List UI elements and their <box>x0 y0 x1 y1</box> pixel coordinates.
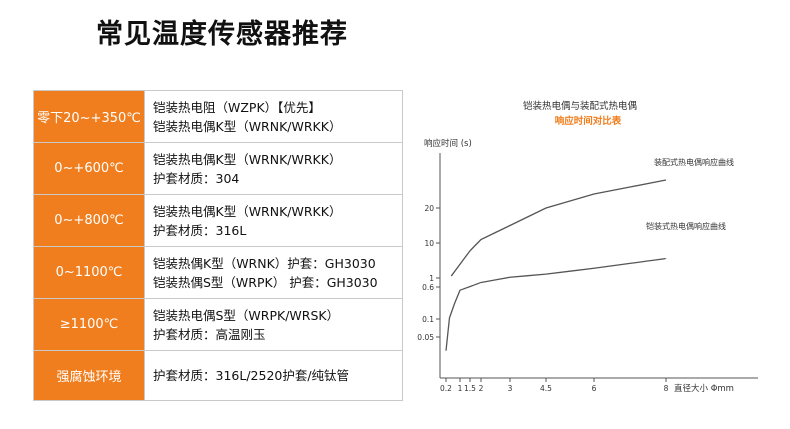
temperature-range-cell: 零下20~+350℃ <box>33 90 145 143</box>
sensor-description-line: 铠装热电偶S型（WRPK/WRSK） <box>153 307 340 323</box>
temperature-range-cell: 0~+600℃ <box>33 142 145 195</box>
chart-title: 铠装热电偶与装配式热电偶 <box>523 100 637 112</box>
table-row: 零下20~+350℃ 铠装热电阻（WZPK）【优先】 铠装热电偶K型（WRNK/WR… <box>33 90 403 143</box>
y-tick-label: 0.1 <box>422 315 434 324</box>
x-tick-label: 6 <box>592 384 597 393</box>
table-row: 0~1100℃ 铠装热偶K型（WRNK）护套：GH3030 铠装热偶S型（WRPK）… <box>33 246 403 299</box>
sensor-description-line: 铠装热偶K型（WRNK）护套：GH3030 <box>153 255 376 271</box>
x-tick-label: 8 <box>664 384 669 393</box>
sensor-description-line: 护套材质：高温刚玉 <box>153 326 266 342</box>
temperature-range-cell: 强腐蚀环境 <box>33 350 145 401</box>
sensor-description-cell: 铠装热电偶S型（WRPK/WRSK） 护套材质：高温刚玉 <box>144 298 403 351</box>
series-label: 铠装式热电偶响应曲线 <box>646 221 726 231</box>
table-row: ≥1100℃ 铠装热电偶S型（WRPK/WRSK） 护套材质：高温刚玉 <box>33 298 403 351</box>
chart-subtitle: 响应时间对比表 <box>555 115 622 127</box>
y-tick-label: 0.6 <box>422 283 434 292</box>
table-row: 0~+600℃ 铠装热电偶K型（WRNK/WRKK） 护套材质：304 <box>33 142 403 195</box>
temperature-range-cell: 0~1100℃ <box>33 246 145 299</box>
response-time-chart: 铠装热电偶与装配式热电偶 响应时间对比表 响应时间 (s) 直径大小 Φmm 0… <box>417 100 758 394</box>
temperature-range-cell: 0~+800℃ <box>33 194 145 247</box>
series-line <box>445 257 667 351</box>
y-tick-label: 10 <box>424 239 434 248</box>
series-label: 装配式热电偶响应曲线 <box>654 157 734 167</box>
y-tick-label: 0.05 <box>417 333 434 342</box>
sensor-description-cell: 护套材质：316L/2520护套/纯钛管 <box>144 350 403 401</box>
sensor-description-line: 铠装热电偶K型（WRNK/WRKK） <box>153 203 342 219</box>
page-title: 常见温度传感器推荐 <box>96 19 348 50</box>
temperature-range-cell: ≥1100℃ <box>33 298 145 351</box>
series-line <box>450 179 667 277</box>
sensor-description-cell: 铠装热电偶K型（WRNK/WRKK） 护套材质：304 <box>144 142 403 195</box>
y-tick-label: 20 <box>424 204 434 213</box>
x-tick-label: 4.5 <box>540 384 552 393</box>
sensor-description-line: 护套材质：316L <box>153 222 247 238</box>
sensor-table: 零下20~+350℃ 铠装热电阻（WZPK）【优先】 铠装热电偶K型（WRNK/WR… <box>33 90 403 401</box>
sensor-description-cell: 铠装热电阻（WZPK）【优先】铠装热电偶K型（WRNK/WRKK） <box>144 90 403 143</box>
x-tick-label: 1.5 <box>464 384 476 393</box>
x-tick-label: 1 <box>458 384 463 393</box>
sensor-description-line: 护套材质：316L/2520护套/纯钛管 <box>153 368 350 383</box>
x-tick-label: 0.2 <box>440 384 452 393</box>
table-row: 0~+800℃ 铠装热电偶K型（WRNK/WRKK） 护套材质：316L <box>33 194 403 247</box>
table-row: 强腐蚀环境 护套材质：316L/2520护套/纯钛管 <box>33 350 403 401</box>
sensor-description-line: 铠装热电偶K型（WRNK/WRKK） <box>153 151 342 167</box>
x-tick-label: 3 <box>508 384 513 393</box>
sensor-description-cell: 铠装热电偶K型（WRNK/WRKK） 护套材质：316L <box>144 194 403 247</box>
x-tick-label: 2 <box>479 384 484 393</box>
sensor-description-line: 铠装热偶S型（WRPK） 护套：GH3030 <box>153 274 378 290</box>
sensor-description-line: 护套材质：304 <box>153 170 240 186</box>
y-axis-label: 响应时间 (s) <box>424 138 472 149</box>
x-axis-label: 直径大小 Φmm <box>674 383 734 394</box>
sensor-description-cell: 铠装热偶K型（WRNK）护套：GH3030 铠装热偶S型（WRPK） 护套：GH3… <box>144 246 403 299</box>
y-tick-label: 1 <box>429 274 434 283</box>
sensor-description-line: 铠装热电阻（WZPK）【优先】 <box>153 99 321 115</box>
sensor-description-line: 铠装热电偶K型（WRNK/WRKK） <box>153 118 342 134</box>
